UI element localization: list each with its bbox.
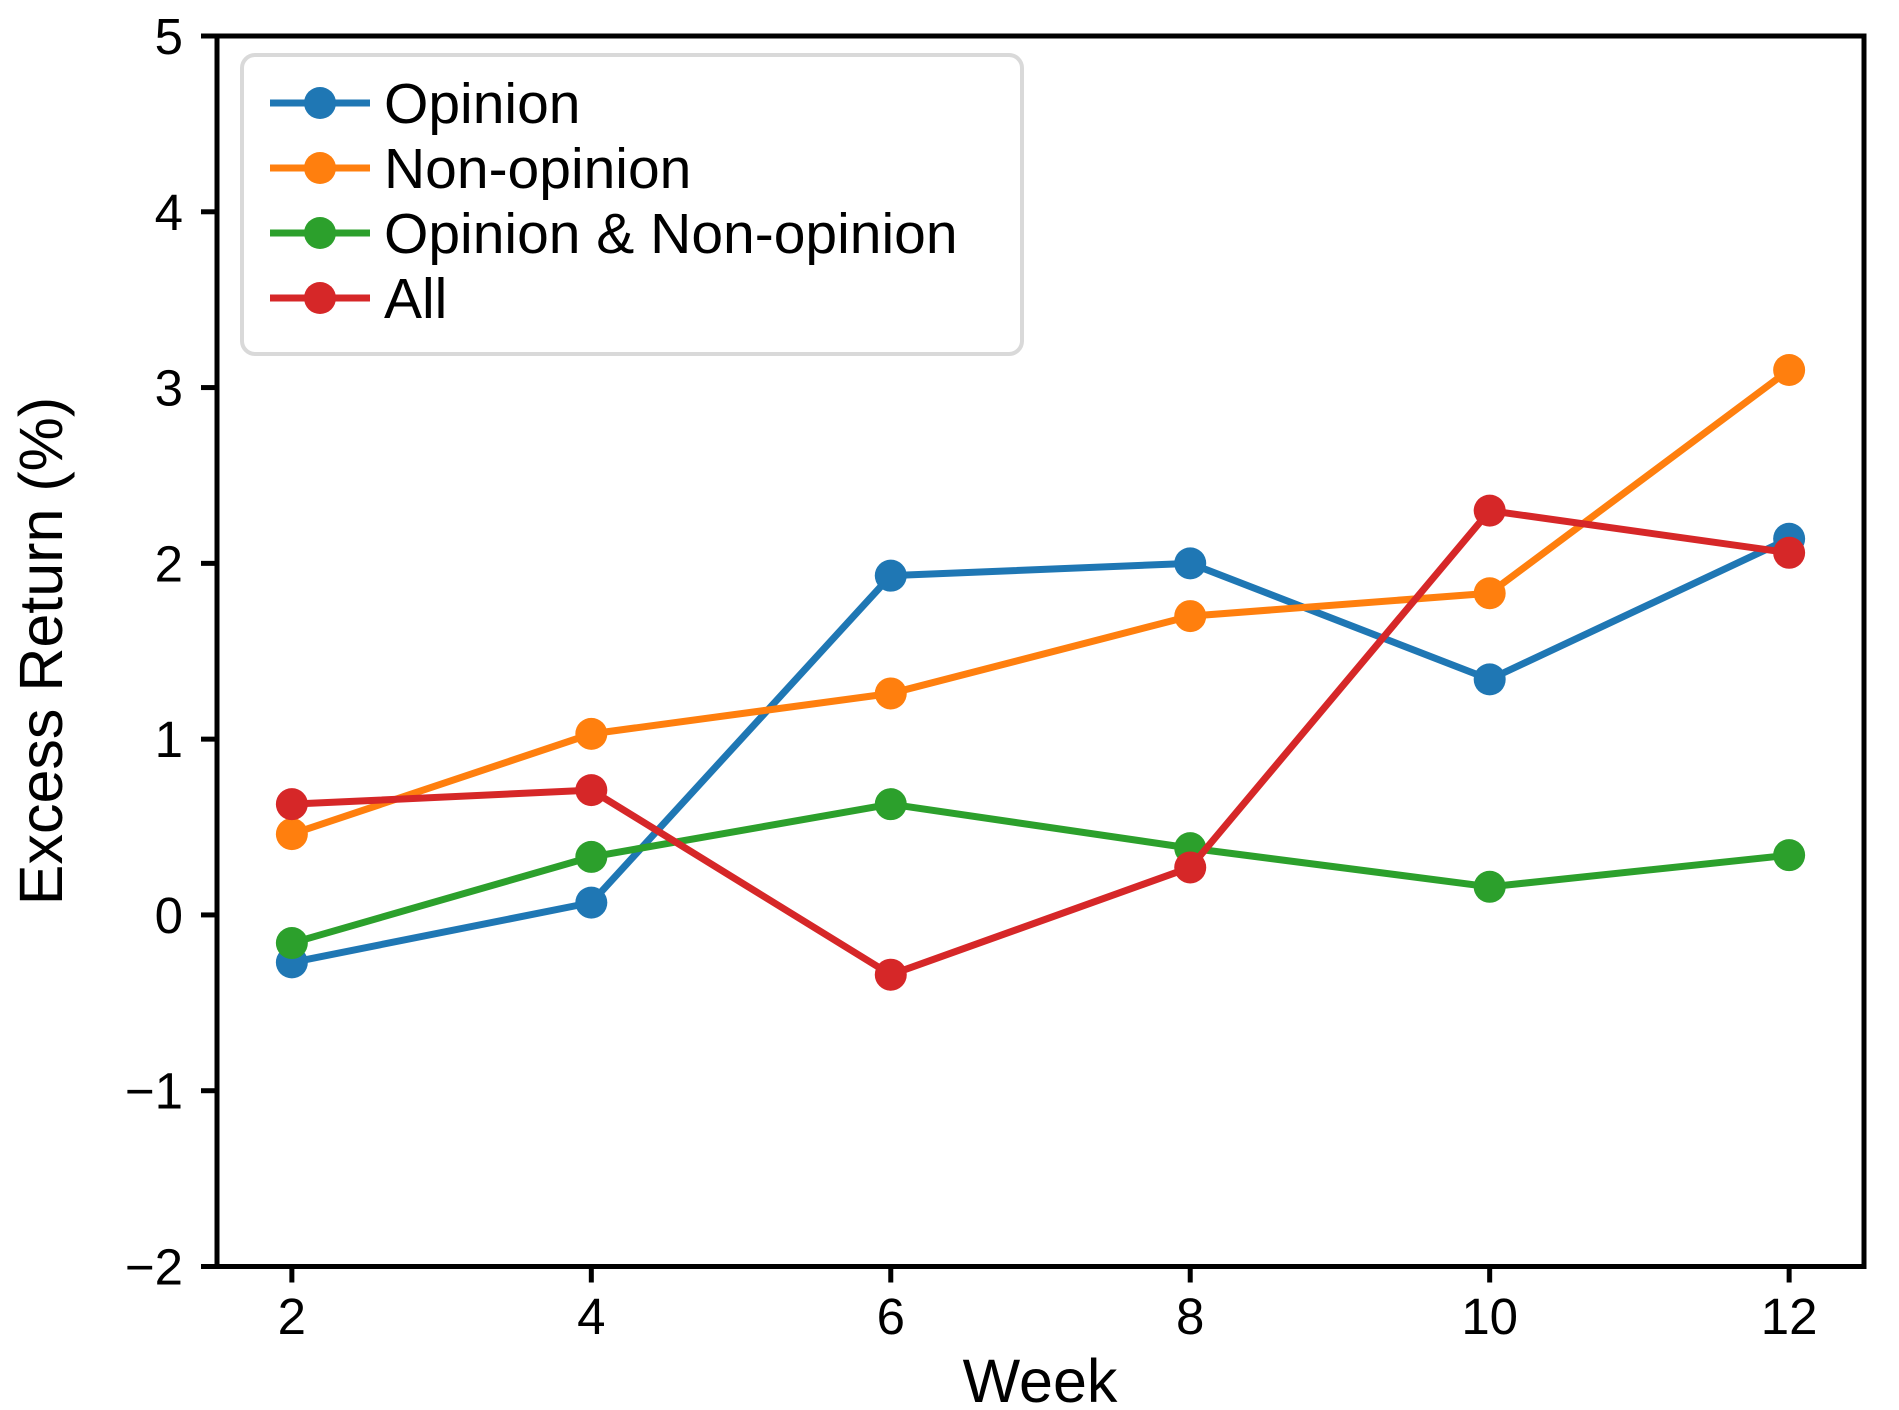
- data-point-opinion-non-opinion-week-4: [575, 840, 608, 873]
- y-axis-ticks: −2 −1 0 1 2 3 4 5: [125, 8, 217, 1296]
- x-tick-label-12: 12: [1761, 1288, 1818, 1345]
- legend-label-opinion-non-opinion: Opinion & Non-opinion: [384, 202, 958, 266]
- legend-item-opinion-non-opinion: Opinion & Non-opinion: [270, 202, 958, 266]
- legend-marker-all: [304, 282, 336, 314]
- data-point-opinion-non-opinion-week-2: [275, 927, 308, 960]
- legend-item-opinion: Opinion: [270, 72, 580, 136]
- series-line-non-opinion: [290, 367, 1792, 838]
- y-tick-label-3: 3: [155, 360, 183, 417]
- data-point-all-week-10: [1473, 494, 1506, 527]
- y-tick-label-4: 4: [155, 184, 183, 241]
- x-tick-label-10: 10: [1461, 1288, 1518, 1345]
- data-point-non-opinion-week-12: [1773, 353, 1806, 386]
- y-tick-label-0: 0: [155, 887, 183, 944]
- data-point-all-week-8: [1174, 851, 1207, 884]
- series-line-opinion: [291, 535, 1791, 966]
- data-point-non-opinion-week-6: [874, 677, 907, 710]
- y-tick-label-1: 1: [155, 711, 183, 768]
- data-point-opinion-non-opinion-week-6: [874, 788, 907, 821]
- x-tick-label-6: 6: [877, 1288, 905, 1345]
- data-point-all-week-6: [874, 958, 907, 991]
- series-line-opinion-non-opinion: [290, 800, 1790, 947]
- x-axis-label: Week: [963, 1347, 1118, 1410]
- data-point-non-opinion-week-8: [1174, 600, 1207, 633]
- series-all: [275, 494, 1806, 991]
- y-tick-label--1: −1: [125, 1063, 183, 1120]
- x-tick-label-4: 4: [577, 1288, 605, 1345]
- y-tick-label--2: −2: [125, 1239, 183, 1296]
- legend-label-opinion: Opinion: [384, 72, 580, 136]
- y-tick-label-5: 5: [155, 8, 183, 65]
- y-tick-label-2: 2: [155, 535, 183, 592]
- series-non-opinion: [275, 353, 1806, 851]
- series-line-all: [291, 507, 1790, 979]
- x-axis-ticks: 2 4 6 8 10 12: [278, 1266, 1818, 1345]
- data-point-non-opinion-week-2: [275, 818, 308, 851]
- legend-marker-non-opinion: [304, 152, 336, 184]
- data-point-all-week-2: [275, 788, 308, 821]
- data-point-non-opinion-week-4: [575, 717, 608, 750]
- legend-box: [240, 53, 1024, 356]
- data-point-opinion-week-6: [874, 559, 907, 592]
- data-point-opinion-non-opinion-week-12: [1773, 839, 1806, 872]
- data-point-opinion-week-10: [1473, 663, 1506, 696]
- y-axis-label: Excess Return (%): [7, 397, 75, 905]
- series-opinion-non-opinion: [275, 788, 1806, 960]
- x-tick-label-2: 2: [278, 1288, 306, 1345]
- data-point-opinion-non-opinion-week-10: [1473, 870, 1506, 903]
- legend-marker-opinion: [304, 87, 336, 119]
- data-point-non-opinion-week-10: [1473, 577, 1506, 610]
- data-point-opinion-week-4: [575, 886, 608, 919]
- series-layer: [275, 353, 1806, 991]
- legend-marker-opinion-non-opinion: [304, 217, 336, 249]
- data-point-all-week-12: [1773, 536, 1806, 569]
- legend-label-non-opinion: Non-opinion: [384, 137, 691, 201]
- legend-item-all: All: [270, 267, 447, 331]
- x-tick-label-8: 8: [1176, 1288, 1204, 1345]
- legend-label-all: All: [384, 267, 447, 331]
- data-point-opinion-week-8: [1174, 547, 1207, 580]
- data-point-all-week-4: [575, 774, 608, 807]
- legend-item-non-opinion: Non-opinion: [270, 137, 691, 201]
- plot-frame: [214, 33, 1867, 1269]
